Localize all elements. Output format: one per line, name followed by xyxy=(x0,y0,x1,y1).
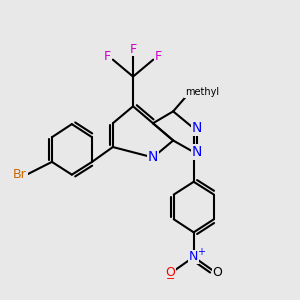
Text: Br: Br xyxy=(13,168,27,181)
Text: −: − xyxy=(166,274,175,284)
Text: N: N xyxy=(148,150,158,164)
Text: N: N xyxy=(192,121,202,135)
Text: N: N xyxy=(192,145,202,159)
Text: O: O xyxy=(165,266,175,279)
Text: F: F xyxy=(130,43,136,56)
Text: F: F xyxy=(155,50,162,63)
Text: F: F xyxy=(104,50,111,63)
Text: O: O xyxy=(212,266,222,279)
Text: methyl: methyl xyxy=(185,87,219,97)
Text: +: + xyxy=(197,247,205,257)
Text: N: N xyxy=(189,250,198,263)
